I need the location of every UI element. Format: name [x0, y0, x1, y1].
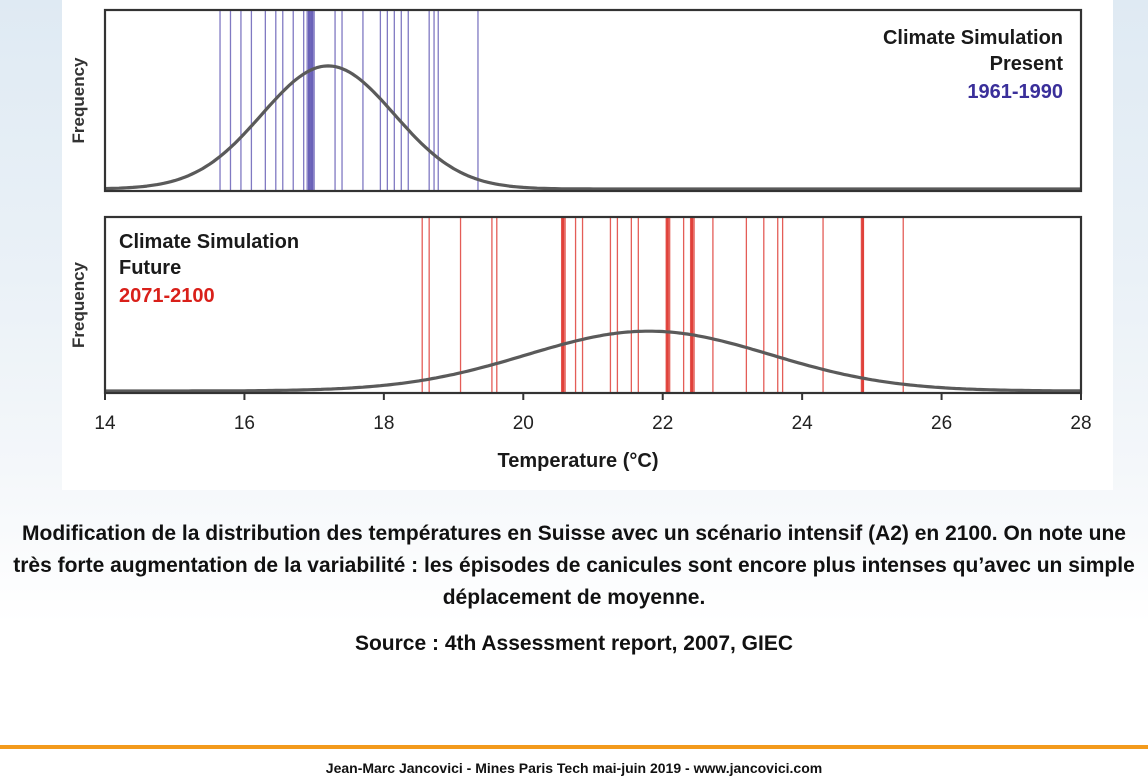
source-citation: Source : 4th Assessment report, 2007, GI…: [354, 632, 794, 655]
chart-panel: Frequency Climate Simulation Present 1961-1…: [62, 0, 1113, 490]
x-tick-label: 16: [234, 413, 255, 434]
panel-frame-future: [103, 215, 1083, 395]
y-axis-label-future: Frequency: [69, 261, 88, 348]
panel-period-present: 1961-1990: [967, 81, 1063, 103]
y-axis-label-present: Frequency: [69, 57, 88, 144]
panel-frame-present: [103, 8, 1083, 193]
x-tick-label: 26: [931, 413, 952, 434]
distribution-curve-present: [104, 64, 1081, 191]
x-tick-label: 14: [94, 413, 116, 434]
figure-caption: Modification de la distribution des temp…: [13, 522, 1135, 609]
x-tick-label: 22: [652, 413, 673, 434]
x-tick-label: 24: [792, 413, 814, 434]
panel-title-present: Climate Simulation: [883, 27, 1063, 49]
footer-credit: Jean-Marc Jancovici - Mines Paris Tech m…: [325, 760, 823, 776]
x-tick-label: 18: [373, 413, 394, 434]
panel-subtitle-present: Present: [990, 53, 1064, 75]
footer-divider: [0, 745, 1148, 749]
distribution-curve-future: [105, 329, 1081, 393]
x-axis-label: Temperature (°C): [498, 450, 659, 472]
x-tick-label: 28: [1070, 413, 1091, 434]
panel-subtitle-future: Future: [119, 257, 181, 279]
temperature-chart: Frequency Climate Simulation Present 1961-1…: [69, 8, 1092, 472]
x-tick-label: 20: [513, 413, 534, 434]
panel-title-future: Climate Simulation: [119, 231, 299, 253]
panel-period-future: 2071-2100: [119, 285, 215, 307]
